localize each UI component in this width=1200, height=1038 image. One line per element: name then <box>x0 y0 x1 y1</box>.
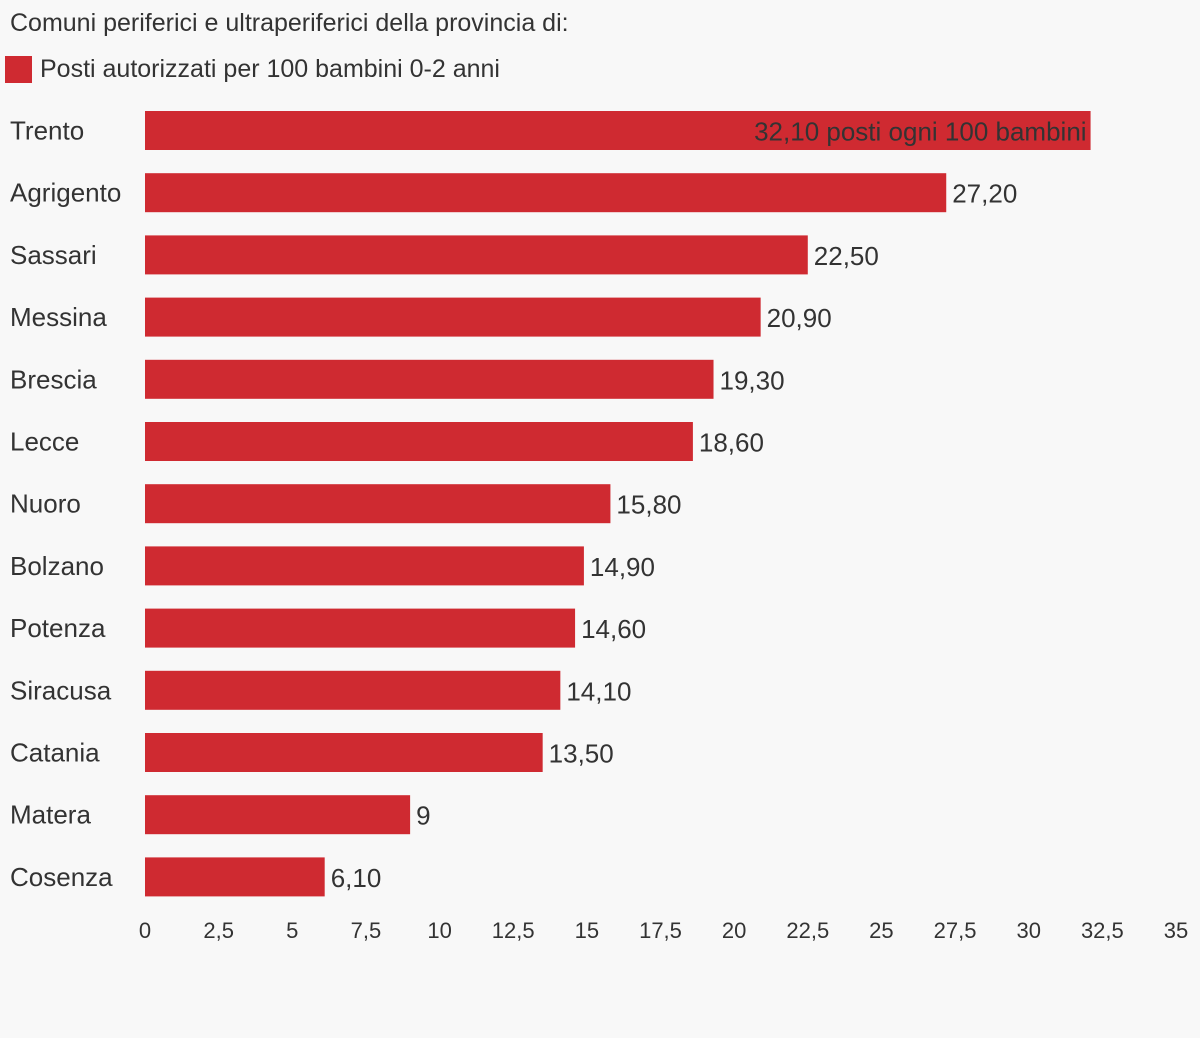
category-label: Bolzano <box>10 551 104 581</box>
category-label: Nuoro <box>10 489 81 519</box>
bar <box>145 359 714 399</box>
data-label: 20,90 <box>767 303 832 333</box>
category-label: Matera <box>10 800 91 830</box>
x-tick-label: 30 <box>1016 918 1040 943</box>
x-tick-label: 12,5 <box>492 918 535 943</box>
x-tick-label: 27,5 <box>934 918 977 943</box>
bar <box>145 235 808 275</box>
bar <box>145 670 561 710</box>
x-tick-label: 10 <box>427 918 451 943</box>
x-tick-label: 0 <box>139 918 151 943</box>
x-tick-label: 20 <box>722 918 746 943</box>
chart-title: Comuni periferici e ultraperiferici dell… <box>10 9 569 37</box>
bar <box>145 484 611 524</box>
bar <box>145 111 1091 150</box>
category-label: Messina <box>10 302 107 332</box>
data-label: 14,90 <box>590 552 655 582</box>
legend-swatch <box>5 55 32 83</box>
category-label: Potenza <box>10 613 106 643</box>
data-label: 6,10 <box>331 863 382 893</box>
data-label: 27,20 <box>952 179 1017 209</box>
bar <box>145 546 584 586</box>
category-label: Sassari <box>10 240 97 270</box>
data-label: 32,10 posti ogni 100 bambini <box>754 117 1086 147</box>
bar <box>145 795 411 835</box>
bar <box>145 173 947 213</box>
data-label: 9 <box>416 801 430 831</box>
bar <box>145 608 576 648</box>
chart-legend: Posti autorizzati per 100 bambini 0-2 an… <box>5 54 500 84</box>
category-label: Cosenza <box>10 862 113 892</box>
x-tick-label: 35 <box>1164 918 1188 943</box>
x-tick-label: 17,5 <box>639 918 682 943</box>
x-tick-label: 25 <box>869 918 893 943</box>
data-label: 14,60 <box>581 614 646 644</box>
x-tick-label: 5 <box>286 918 298 943</box>
x-tick-label: 22,5 <box>786 918 829 943</box>
category-label: Agrigento <box>10 178 121 208</box>
data-label: 19,30 <box>720 365 785 395</box>
bar <box>145 857 325 897</box>
category-label: Catania <box>10 738 100 768</box>
x-tick-label: 2,5 <box>203 918 234 943</box>
category-label: Trento <box>10 116 84 146</box>
category-label: Brescia <box>10 364 97 394</box>
data-label: 14,10 <box>566 676 631 706</box>
bar <box>145 297 761 337</box>
bar <box>145 733 543 772</box>
legend-label: Posti autorizzati per 100 bambini 0-2 an… <box>40 54 500 83</box>
x-tick-label: 7,5 <box>351 918 382 943</box>
category-label: Siracusa <box>10 675 112 705</box>
data-label: 13,50 <box>549 739 614 769</box>
data-label: 15,80 <box>616 490 681 520</box>
x-tick-label: 32,5 <box>1081 918 1124 943</box>
x-tick-label: 15 <box>575 918 599 943</box>
category-label: Lecce <box>10 427 79 457</box>
data-label: 18,60 <box>699 428 764 458</box>
bar <box>145 422 693 461</box>
data-label: 22,50 <box>814 241 879 271</box>
